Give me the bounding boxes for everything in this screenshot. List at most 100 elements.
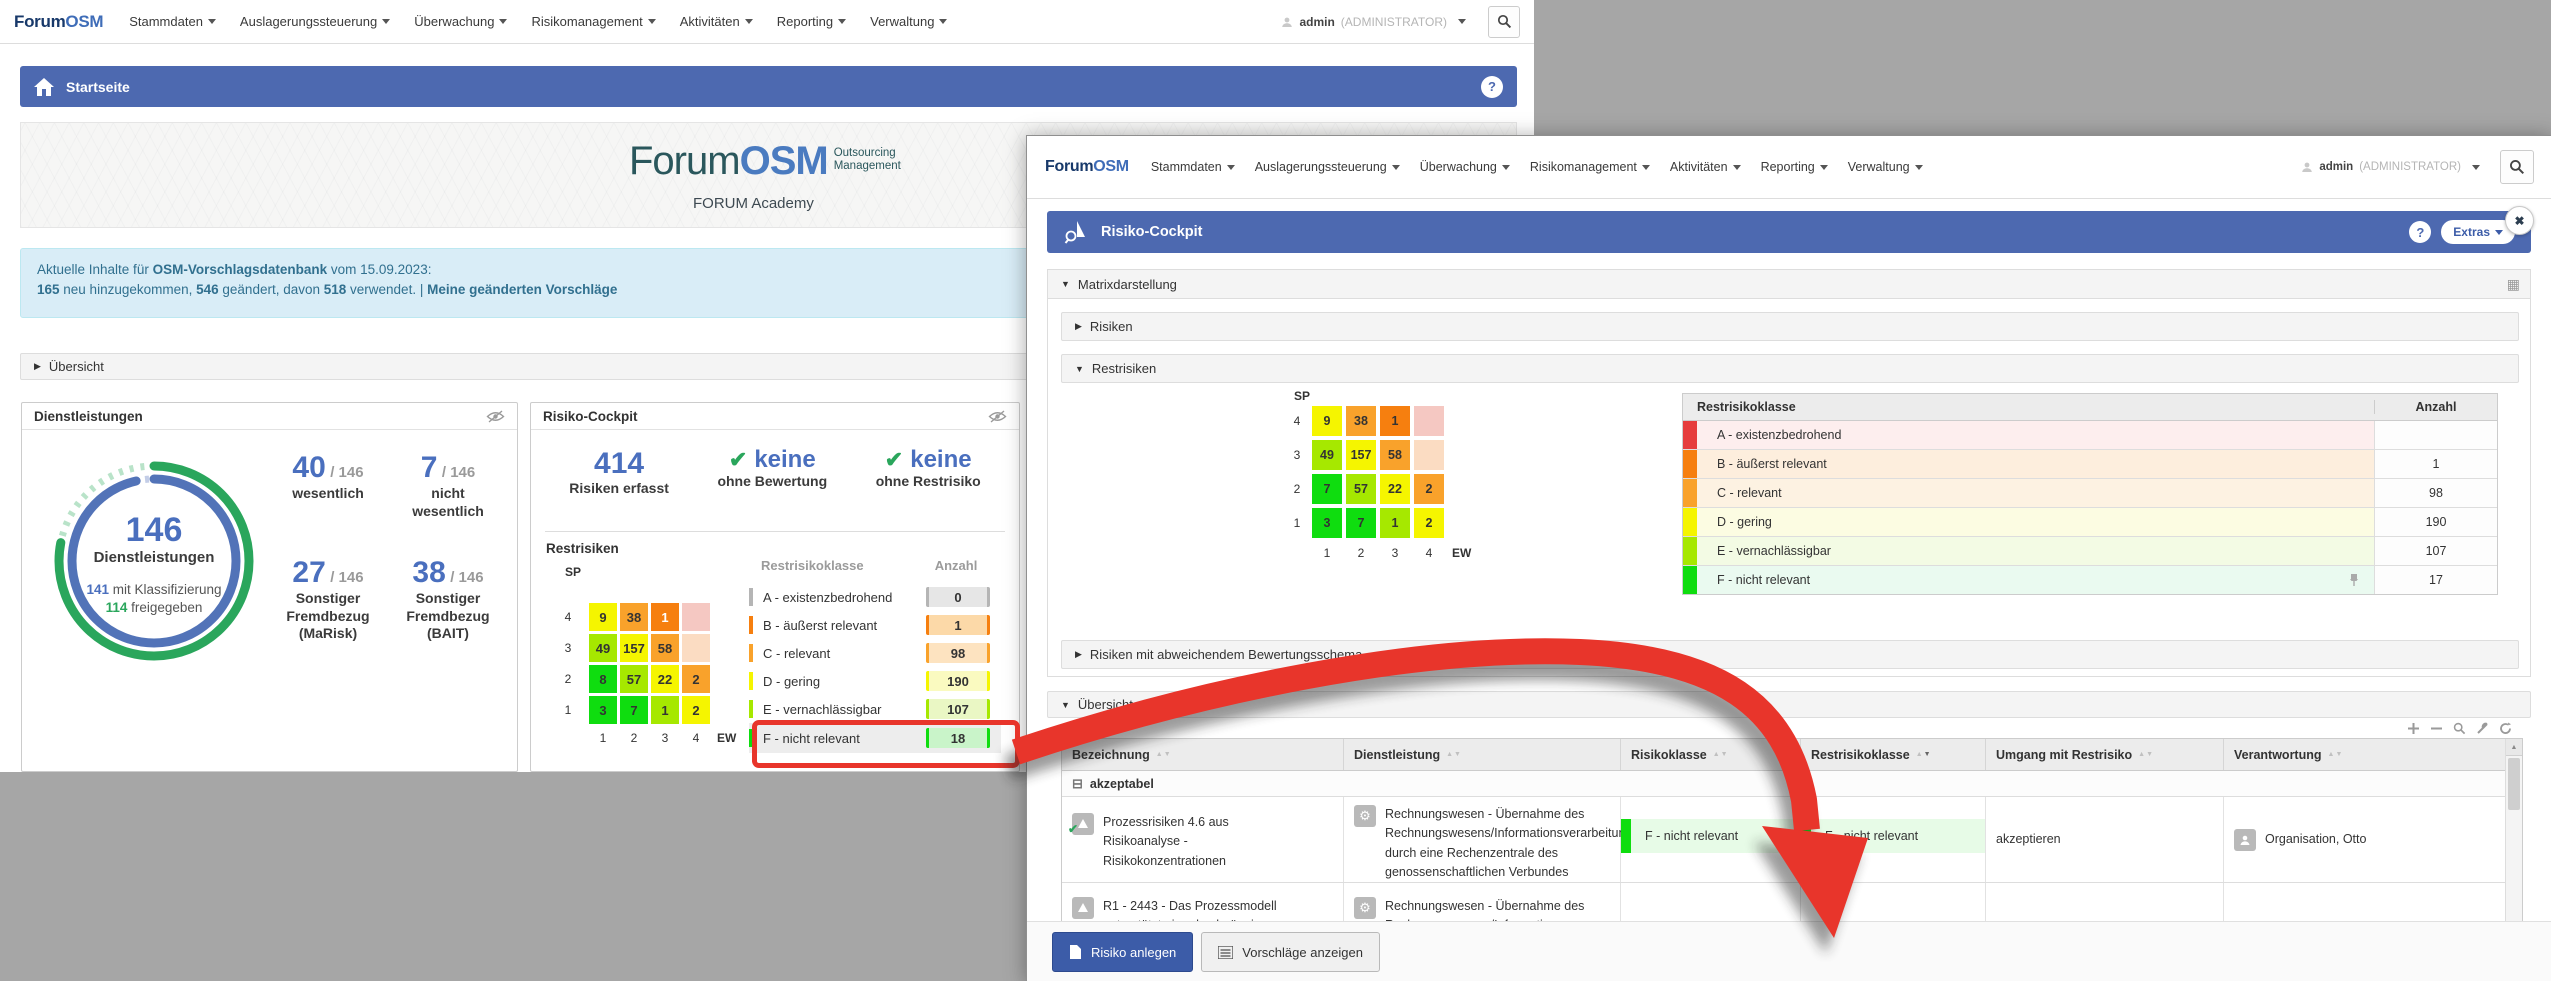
col-bezeichnung[interactable]: Bezeichnung ▲▼ [1062,739,1344,770]
matrix-cell[interactable]: 1 [1380,508,1410,538]
class-row-a[interactable]: A - existenzbedrohend [1683,421,2497,450]
grid-view-icon[interactable]: ▦ [2506,275,2520,292]
class-row-b[interactable]: B - äußerst relevant [749,611,1001,639]
user-menu[interactable]: admin (ADMINISTRATOR) [1281,5,1520,38]
search-icon[interactable] [2453,722,2466,735]
wrench-icon[interactable] [2476,722,2489,735]
matrix-cell[interactable]: 2 [1414,508,1444,538]
matrix-cell[interactable]: 58 [1380,440,1410,470]
matrix-cell[interactable]: 57 [620,665,648,693]
matrix-cell[interactable]: 38 [620,603,648,631]
matrix-cell[interactable]: 7 [620,696,648,724]
sort-icons[interactable]: ▲▼ [1712,751,1729,758]
menu-auslagerungssteuerung[interactable]: Auslagerungssteuerung [1255,160,1400,174]
close-window-button[interactable]: ✖ [2505,206,2534,235]
matrix-cell[interactable]: 2 [1414,474,1444,504]
menu-risikomanagement[interactable]: Risikomanagement [1530,160,1650,174]
matrixdarstellung-header[interactable]: ▼ Matrixdarstellung ▦ [1048,270,2530,299]
matrix-cell[interactable]: 1 [651,696,679,724]
matrix-cell[interactable]: 49 [589,634,617,662]
sort-icons[interactable]: ▲▼ [1446,751,1462,758]
matrix-cell[interactable]: 7 [1312,474,1342,504]
menu-ueberwachung[interactable]: Überwachung [414,14,508,29]
matrix-cell[interactable]: 2 [682,696,710,724]
table-row[interactable]: R1 - 2443 - Das Prozessmodell unterstütz… [1062,883,2522,922]
sort-icons[interactable]: ▲▼ [2327,751,2344,758]
help-button[interactable]: ? [2409,221,2432,243]
matrix-cell[interactable]: 9 [1312,406,1342,436]
matrix-cell[interactable] [682,634,710,662]
matrix-cell[interactable]: 157 [620,634,648,662]
menu-aktivitaeten[interactable]: Aktivitäten [1670,160,1741,174]
menu-risikomanagement[interactable]: Risikomanagement [531,14,656,29]
class-row-f[interactable]: F - nicht relevant 17 [1683,566,2497,594]
matrix-cell[interactable]: 57 [1346,474,1376,504]
group-row-akzeptabel[interactable]: ⊟ akzeptabel [1062,771,2522,797]
class-row-f[interactable]: F - nicht relevant [749,724,1001,752]
collapse-group-icon[interactable]: ⊟ [1072,775,1083,791]
matrix-cell[interactable]: 58 [651,634,679,662]
search-button[interactable] [1488,5,1520,38]
vorschlaege-anzeigen-button[interactable]: Vorschläge anzeigen [1201,932,1380,972]
menu-verwaltung[interactable]: Verwaltung [1848,160,1923,174]
class-row-c[interactable]: C - relevant 98 [1683,479,2497,508]
col-verantwortung[interactable]: Verantwortung ▲▼ [2234,747,2344,762]
search-button[interactable] [2500,150,2534,184]
my-suggestions-link[interactable]: Meine geänderten Vorschläge [427,281,618,297]
menu-auslagerungssteuerung[interactable]: Auslagerungssteuerung [240,14,391,29]
col-umgang[interactable]: Umgang mit Restrisiko ▲▼ [1986,739,2224,770]
class-row-a[interactable]: A - existenzbedrohend [749,583,1001,611]
matrix-cell[interactable]: 9 [589,603,617,631]
table-scrollbar[interactable]: ▲ [2505,739,2522,922]
matrix-cell[interactable]: 22 [651,665,679,693]
matrix-cell[interactable]: 49 [1312,440,1342,470]
matrix-cell[interactable]: 38 [1346,406,1376,436]
menu-reporting[interactable]: Reporting [777,14,847,29]
sort-icons[interactable]: ▲▼ [1155,751,1172,758]
menu-stammdaten[interactable]: Stammdaten [1151,160,1235,174]
class-row-b[interactable]: B - äußerst relevant 1 [1683,450,2497,479]
table-row[interactable]: ✔ Prozessrisiken 4.6 aus Risikoanalyse -… [1062,797,2522,883]
matrix-cell[interactable]: 1 [1380,406,1410,436]
sort-icons[interactable]: ▲▼ [2138,751,2154,758]
matrix-cell[interactable]: 8 [589,665,617,693]
hide-widget-button[interactable] [486,409,505,423]
matrix-cell[interactable]: 1 [651,603,679,631]
pin-icon[interactable] [2348,573,2360,587]
class-row-d[interactable]: D - gering 190 [1683,508,2497,537]
matrix-cell[interactable] [682,603,710,631]
col-restrisikoklasse[interactable]: Restrisikoklasse ▲▼ [1801,739,1986,770]
hide-widget-button[interactable] [988,409,1007,423]
col-risikoklasse[interactable]: Risikoklasse ▲▼ [1621,739,1801,770]
menu-stammdaten[interactable]: Stammdaten [129,14,216,29]
restrisiken-panel-toggle[interactable]: ▼ Restrisiken [1061,354,2519,383]
class-row-c[interactable]: C - relevant [749,639,1001,667]
matrix-cell[interactable]: 3 [589,696,617,724]
app-logo[interactable]: ForumOSM [14,12,104,32]
col-dienstleistung[interactable]: Dienstleistung ▲▼ [1344,739,1621,770]
menu-reporting[interactable]: Reporting [1761,160,1828,174]
sort-icons[interactable]: ▲▼ [1915,751,1932,758]
extras-button[interactable]: Extras [2441,220,2515,244]
overlay-uebersicht-header[interactable]: ▼ Übersicht [1047,691,2531,718]
remove-icon[interactable] [2430,722,2443,735]
user-menu[interactable]: admin (ADMINISTRATOR) [2301,150,2534,184]
help-button[interactable]: ? [1481,75,1503,98]
scrollbar-thumb[interactable] [2508,758,2520,810]
matrix-cell[interactable]: 22 [1380,474,1410,504]
abweichend-panel-toggle[interactable]: ▶ Risiken mit abweichendem Bewertungssche… [1061,640,2519,669]
menu-ueberwachung[interactable]: Überwachung [1420,160,1510,174]
class-row-e[interactable]: E - vernachlässigbar 107 [1683,537,2497,566]
scroll-up-icon[interactable]: ▲ [2506,739,2522,756]
matrix-cell[interactable]: 7 [1346,508,1376,538]
risiken-panel-toggle[interactable]: ▶ Risiken [1061,312,2519,341]
matrix-cell[interactable]: 157 [1346,440,1376,470]
menu-verwaltung[interactable]: Verwaltung [870,14,948,29]
risiko-anlegen-button[interactable]: Risiko anlegen [1052,932,1194,972]
matrix-cell[interactable]: 2 [682,665,710,693]
class-row-d[interactable]: D - gering [749,667,1001,695]
class-row-e[interactable]: E - vernachlässigbar [749,695,1001,723]
refresh-icon[interactable] [2499,722,2512,735]
matrix-cell[interactable] [1414,406,1444,436]
matrix-cell[interactable]: 3 [1312,508,1342,538]
